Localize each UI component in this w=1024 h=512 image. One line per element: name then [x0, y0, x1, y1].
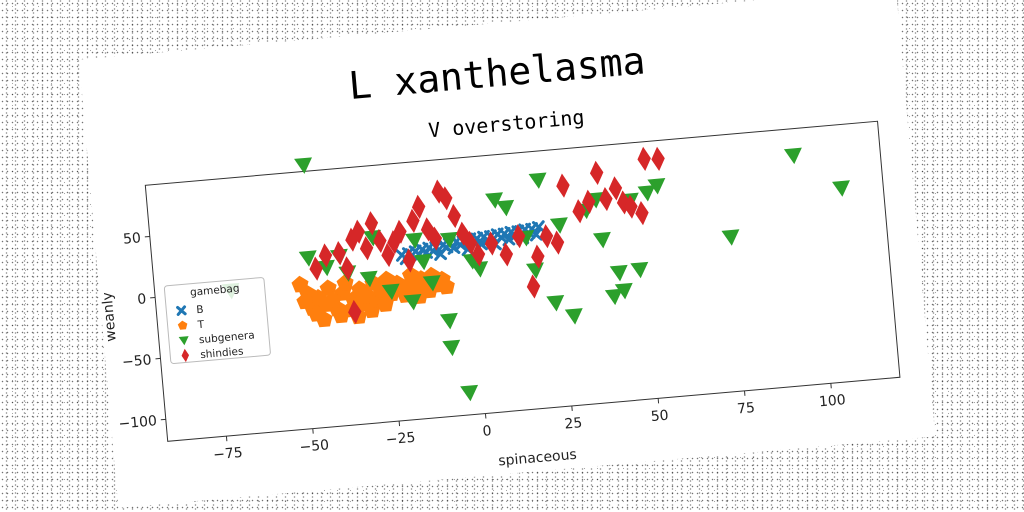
x-tick-label: 0 — [482, 423, 492, 440]
y-tick-label: 50 — [122, 230, 141, 247]
y-tick-label: −100 — [118, 413, 158, 432]
x-tick-label: −75 — [213, 445, 244, 464]
x-tick-label: 50 — [650, 408, 669, 425]
x-tick-label: 25 — [564, 415, 583, 432]
y-tick-label: 0 — [137, 291, 147, 308]
y-tick-label: −50 — [121, 352, 152, 371]
x-tick-label: −25 — [385, 430, 416, 449]
x-tick-label: 75 — [736, 400, 755, 417]
legend-label: B — [196, 304, 204, 317]
x-tick-label: −50 — [299, 437, 330, 456]
x-tick-label: 100 — [818, 392, 846, 410]
